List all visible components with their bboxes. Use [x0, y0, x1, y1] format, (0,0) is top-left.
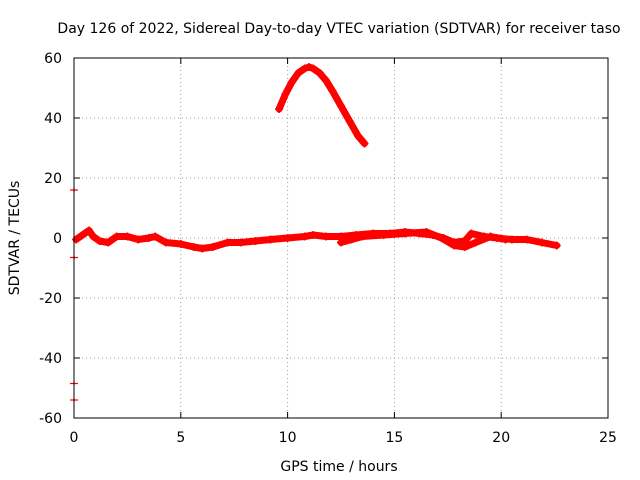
y-axis-title: SDTVAR / TECUs: [7, 181, 23, 296]
data-point: [471, 238, 480, 247]
data-point: [144, 234, 153, 242]
data-point: [450, 241, 459, 250]
data-point: [89, 232, 98, 241]
data-point: [501, 235, 510, 244]
data-point: [161, 238, 170, 247]
data-point: [379, 231, 388, 239]
data-point: [72, 235, 81, 244]
data-point: [208, 243, 217, 251]
y-tick-label: 20: [44, 171, 62, 187]
data-point: [294, 69, 303, 77]
data-point: [123, 232, 132, 241]
data-point: [189, 243, 198, 251]
data-point: [522, 235, 531, 244]
x-tick-label: 20: [492, 430, 510, 446]
data-point: [422, 228, 431, 236]
y-tick-label: -20: [39, 291, 62, 307]
chart-title: Day 126 of 2022, Sidereal Day-to-day VTE…: [57, 21, 620, 37]
data-point: [84, 226, 93, 235]
data-point: [300, 232, 309, 241]
data-point: [251, 237, 260, 245]
data-point: [437, 234, 446, 242]
data-point: [467, 229, 476, 238]
data-point: [283, 234, 292, 242]
data-point: [309, 64, 318, 73]
data-point: [151, 232, 160, 241]
data-point: [275, 105, 284, 113]
x-tick-label: 25: [599, 430, 617, 446]
data-point: [112, 232, 121, 241]
data-point: [537, 238, 546, 247]
series-secondary-track: [337, 228, 510, 251]
data-point: [347, 235, 356, 244]
y-tick-label: -60: [39, 411, 62, 427]
data-point: [322, 232, 331, 241]
data-point: [281, 90, 290, 98]
data-point: [104, 238, 113, 247]
data-point: [95, 237, 104, 245]
data-point: [287, 78, 296, 86]
data-series: [70, 63, 561, 402]
data-point: [300, 64, 309, 73]
y-tick-label: 60: [44, 51, 62, 67]
data-point: [360, 139, 369, 148]
plot-frame: [73, 57, 609, 419]
data-point: [337, 102, 345, 110]
data-point: [354, 132, 363, 140]
data-point: [401, 229, 410, 238]
data-point: [337, 238, 345, 247]
series-arc-track: [275, 63, 369, 148]
data-point: [198, 244, 207, 253]
series-line: [275, 63, 368, 147]
data-point: [78, 231, 87, 239]
data-point: [328, 87, 337, 95]
x-axis-title: GPS time / hours: [280, 459, 397, 475]
y-tick-label: -40: [39, 351, 62, 367]
data-point: [322, 76, 331, 85]
y-tick-label: 0: [53, 231, 62, 247]
data-point: [266, 235, 275, 244]
axis-ticks: 0 5 10 15 20 25 -60 -40 -20 0 20 40 60: [39, 51, 617, 446]
x-tick-label: 5: [176, 430, 185, 446]
data-point: [552, 241, 561, 250]
x-tick-label: 0: [70, 430, 79, 446]
data-point: [460, 243, 469, 251]
data-point: [134, 235, 143, 244]
data-point: [304, 63, 313, 71]
data-point: [358, 232, 367, 241]
data-point: [486, 232, 495, 241]
x-tick-label: 15: [385, 430, 403, 446]
data-point: [315, 69, 324, 77]
data-point: [236, 238, 245, 247]
data-point: [176, 240, 185, 248]
x-tick-label: 10: [279, 430, 297, 446]
data-point: [345, 117, 354, 125]
y-tick-label: 40: [44, 111, 62, 127]
data-point: [223, 238, 232, 247]
data-point: [309, 231, 318, 239]
